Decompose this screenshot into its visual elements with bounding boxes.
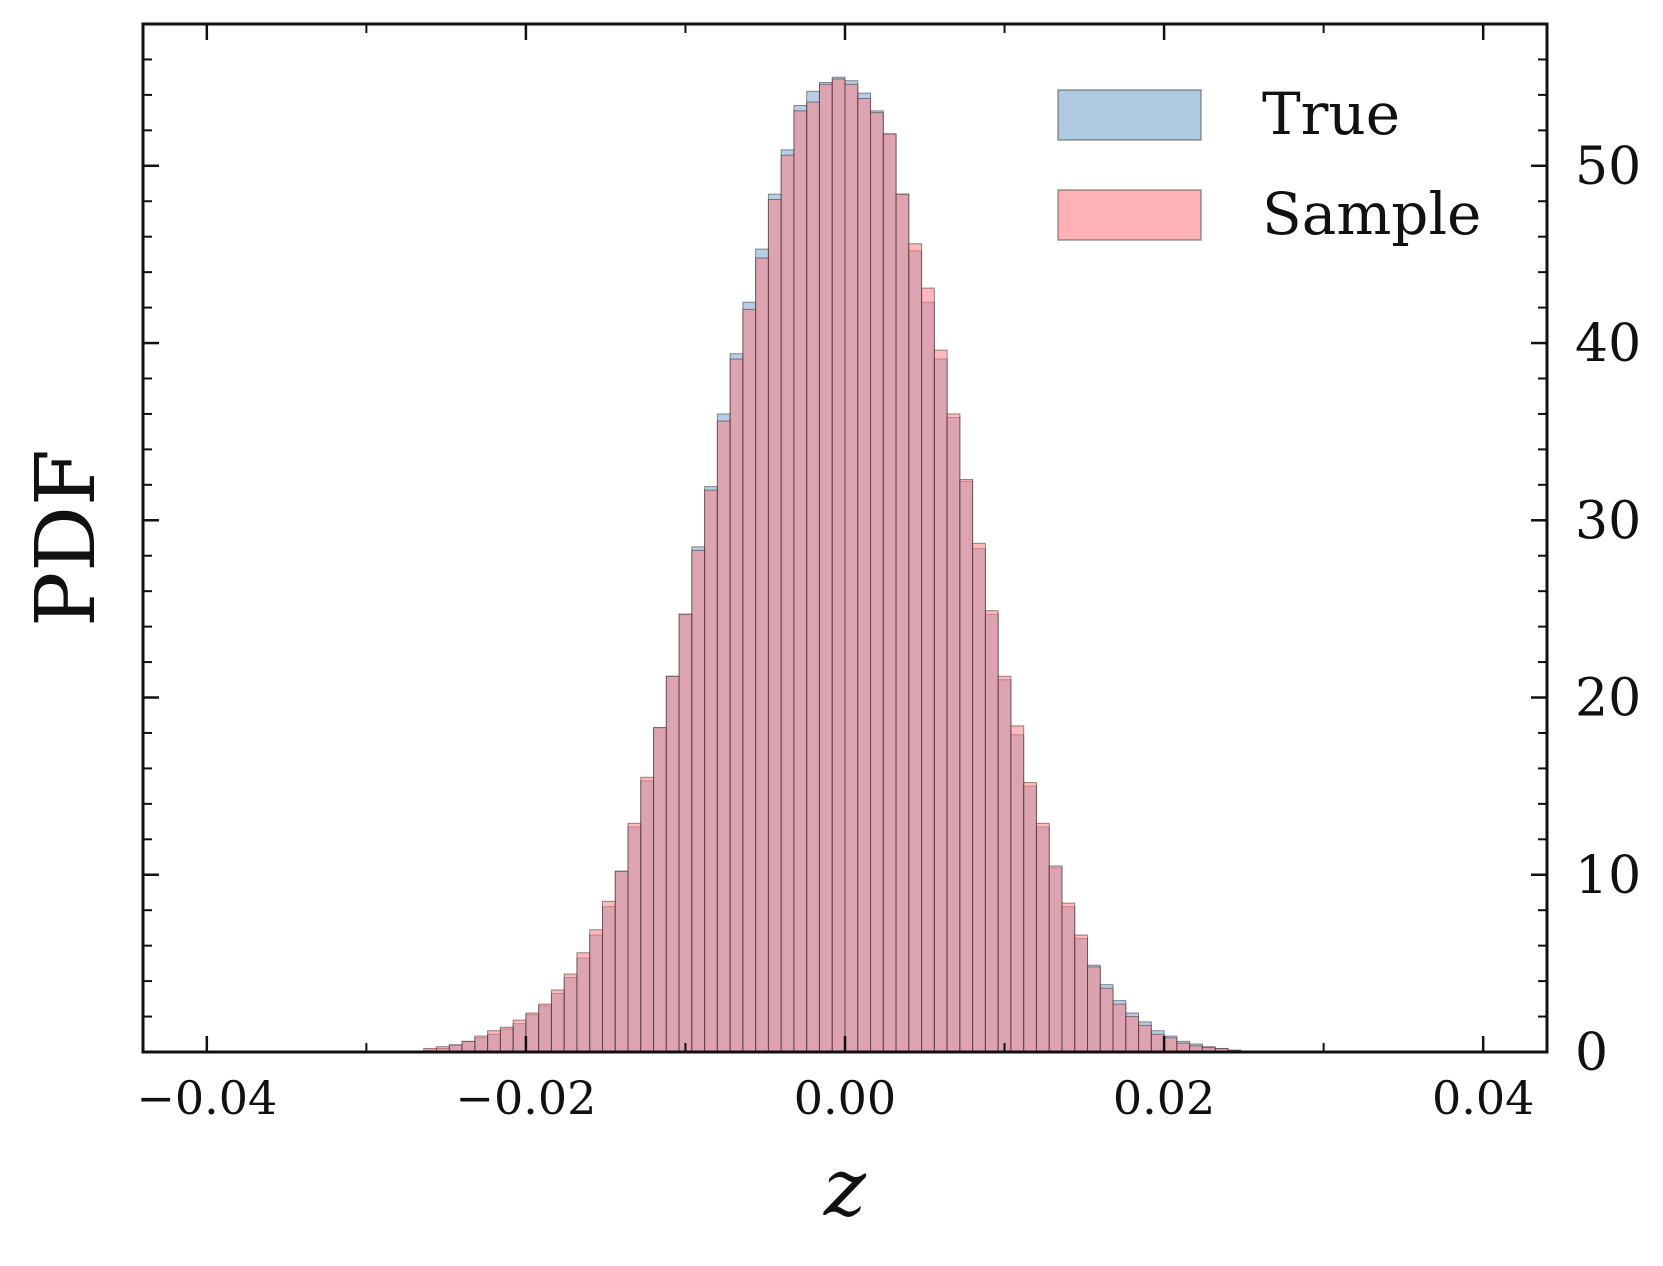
bar-sample [1048, 865, 1063, 1053]
bar-sample [972, 542, 986, 1053]
bar-sample [780, 154, 795, 1053]
bar-sample [729, 358, 744, 1053]
bar-sample [831, 78, 846, 1053]
bar-sample [1150, 1033, 1165, 1053]
bar-sample [882, 133, 897, 1053]
bar-sample [818, 83, 833, 1053]
bar-sample [691, 549, 706, 1053]
bar-sample [1138, 1024, 1152, 1053]
bar-sample [461, 1040, 476, 1053]
bar-sample [1061, 902, 1076, 1053]
series-sample-bars [423, 78, 1254, 1053]
y-tick-label: 40 [1575, 314, 1641, 374]
legend: True Sample [1057, 80, 1481, 248]
legend-label-sample: Sample [1262, 180, 1481, 248]
y-tick-label: 50 [1575, 137, 1641, 197]
bar-sample [1074, 934, 1089, 1053]
x-tick-label: 0.04 [1432, 1071, 1534, 1125]
y-axis-ticks [143, 23, 1547, 1054]
bar-sample [959, 479, 974, 1053]
bar-sample [1125, 1016, 1140, 1053]
bar-sample [704, 489, 718, 1053]
bar-sample [627, 822, 642, 1053]
x-axis-ticks [205, 24, 1485, 1052]
bar-sample [499, 1026, 514, 1053]
bar-sample [1035, 822, 1050, 1053]
y-tick-label: 20 [1575, 669, 1641, 729]
bar-sample [870, 112, 884, 1053]
bar-sample [1010, 725, 1025, 1053]
bar-sample [512, 1019, 527, 1053]
bar-sample [576, 952, 591, 1053]
bar-sample [767, 198, 782, 1053]
x-tick-label: −0.04 [136, 1071, 277, 1125]
x-tick-label: −0.02 [455, 1071, 596, 1125]
bar-sample [563, 973, 578, 1053]
bar-sample [984, 610, 999, 1053]
bar-sample [601, 900, 616, 1053]
x-tick-label: 0.00 [794, 1071, 896, 1125]
bar-sample [487, 1030, 501, 1053]
bar-sample [474, 1035, 489, 1053]
bar-sample [933, 349, 948, 1053]
bar-sample [755, 257, 769, 1053]
bar-sample [589, 929, 603, 1053]
bar-sample [640, 776, 655, 1053]
bar-sample [1163, 1037, 1178, 1053]
bar-sample [678, 613, 693, 1053]
bar-sample [844, 83, 859, 1053]
bar-sample [857, 97, 872, 1053]
bar-sample [1087, 966, 1101, 1053]
y-tick-label: 30 [1575, 491, 1641, 551]
bar-sample [550, 989, 565, 1053]
legend-swatch-sample [1057, 189, 1202, 241]
bar-sample [997, 675, 1012, 1053]
bar-sample [793, 110, 808, 1053]
bar-sample [1023, 782, 1037, 1053]
legend-swatch-true [1057, 89, 1202, 141]
bar-sample [895, 193, 910, 1053]
bar-sample [614, 870, 629, 1053]
bar-sample [908, 243, 923, 1053]
bar-sample [538, 1003, 552, 1053]
bar-sample [921, 287, 935, 1053]
x-axis-tick-labels: −0.04 −0.02 0.00 0.02 0.04 [136, 1071, 1534, 1125]
bar-sample [806, 101, 820, 1053]
bar-sample [716, 420, 731, 1053]
bar-sample [665, 675, 680, 1053]
bar-sample [742, 308, 757, 1053]
bar-sample [1099, 987, 1114, 1053]
x-tick-label: 0.02 [1113, 1071, 1215, 1125]
x-axis-label: z [823, 1141, 867, 1234]
y-axis-tick-labels: 0 10 20 30 40 50 [1575, 137, 1641, 1083]
y-tick-label: 10 [1575, 846, 1641, 906]
y-tick-label: 0 [1575, 1023, 1608, 1083]
bar-sample [1112, 1003, 1127, 1053]
legend-label-true: True [1262, 80, 1400, 148]
bar-sample [653, 727, 667, 1053]
bar-sample [525, 1012, 540, 1053]
bar-sample [946, 413, 961, 1053]
y-axis-label: PDF [19, 449, 114, 627]
